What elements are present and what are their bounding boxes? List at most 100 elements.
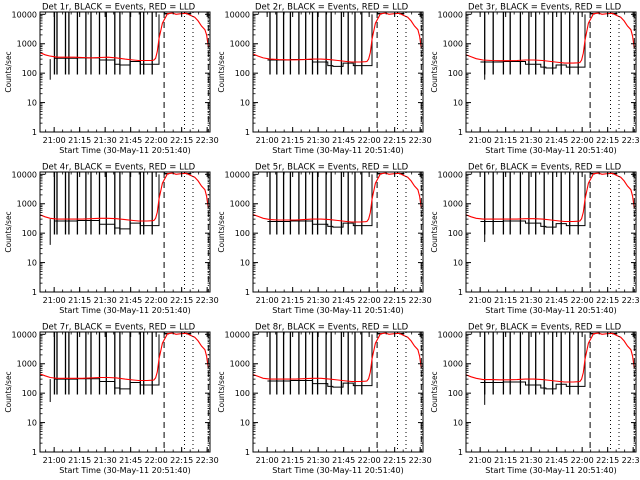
x-tick-label: 21:00 <box>469 456 492 465</box>
y-axis-label: Counts/sec <box>430 371 439 412</box>
detector-panel: 1 10 100 1000 10000 21:00 21:15 21:30 21:45 22:00… <box>430 3 640 156</box>
x-tick-label: 21:45 <box>119 456 142 465</box>
y-tick-label: 100 <box>448 389 463 398</box>
y-axis-label: Counts/sec <box>217 51 226 92</box>
y-tick-label: 1 <box>245 288 250 297</box>
plot-frame <box>39 171 211 293</box>
y-tick-label: 10 <box>240 259 250 268</box>
detector-panel: 1 10 100 1000 10000 21:00 21:15 21:30 21:45 22:00… <box>4 163 219 316</box>
panel-title: Det 3r, BLACK = Events, RED = LLD <box>468 3 622 13</box>
x-tick-label: 21:30 <box>520 456 543 465</box>
x-tick-label: 21:15 <box>494 296 517 305</box>
x-tick-label: 22:15 <box>383 136 406 145</box>
x-tick-label: 22:00 <box>571 296 594 305</box>
panel-title: Det 6r, BLACK = Events, RED = LLD <box>468 163 622 173</box>
y-tick-label: 1000 <box>17 40 37 49</box>
x-tick-label: 21:00 <box>43 136 66 145</box>
y-tick-label: 1 <box>458 448 463 457</box>
panel-title: Det 4r, BLACK = Events, RED = LLD <box>42 163 196 173</box>
y-tick-label: 1 <box>245 448 250 457</box>
y-tick-label: 10000 <box>225 170 250 179</box>
panel-title: Det 2r, BLACK = Events, RED = LLD <box>255 3 409 13</box>
events-series-line <box>480 14 586 69</box>
panel-data-layer <box>466 332 635 452</box>
x-tick-label: 22:00 <box>145 296 168 305</box>
x-tick-label: 22:15 <box>170 136 193 145</box>
y-tick-label: 1 <box>458 288 463 297</box>
x-tick-label: 21:15 <box>68 296 91 305</box>
panel-title: Det 1r, BLACK = Events, RED = LLD <box>42 3 196 13</box>
panel-data-layer <box>466 12 635 132</box>
x-tick-label: 22:30 <box>409 296 432 305</box>
detector-panel: 1 10 100 1000 10000 21:00 21:15 21:30 21:45 22:00… <box>217 323 432 476</box>
x-tick-label: 21:30 <box>307 456 330 465</box>
x-tick-label: 21:00 <box>43 456 66 465</box>
x-tick-label: 22:30 <box>196 296 219 305</box>
y-tick-label: 10000 <box>438 330 463 339</box>
y-tick-label: 1 <box>245 128 250 137</box>
panel-data-layer <box>40 332 209 452</box>
y-tick-label: 100 <box>22 69 37 78</box>
x-tick-label: 21:45 <box>332 456 355 465</box>
y-tick-label: 10 <box>240 99 250 108</box>
x-axis-label: Start Time (30-May-11 20:51:40) <box>485 466 616 475</box>
x-tick-label: 21:30 <box>307 136 330 145</box>
x-tick-label: 21:45 <box>545 136 568 145</box>
x-axis-label: Start Time (30-May-11 20:51:40) <box>272 146 403 155</box>
x-tick-label: 21:30 <box>307 296 330 305</box>
x-tick-label: 21:30 <box>94 296 117 305</box>
plot-frame <box>252 11 424 133</box>
events-series-line <box>267 334 373 388</box>
panel-title: Det 5r, BLACK = Events, RED = LLD <box>255 163 409 173</box>
y-axis-label: Counts/sec <box>4 51 13 92</box>
y-tick-label: 10 <box>453 99 463 108</box>
plot-frame <box>465 11 637 133</box>
x-tick-label: 21:45 <box>545 456 568 465</box>
x-tick-label: 21:45 <box>545 296 568 305</box>
x-tick-label: 22:15 <box>383 296 406 305</box>
y-tick-label: 10 <box>453 259 463 268</box>
x-tick-label: 21:30 <box>520 296 543 305</box>
y-tick-label: 100 <box>448 229 463 238</box>
events-series-line <box>480 174 586 228</box>
panel-title: Det 8r, BLACK = Events, RED = LLD <box>255 323 409 333</box>
x-axis-label: Start Time (30-May-11 20:51:40) <box>59 146 190 155</box>
x-tick-label: 21:00 <box>256 136 279 145</box>
y-tick-label: 10 <box>27 419 37 428</box>
x-tick-label: 22:00 <box>358 136 381 145</box>
detector-panel: 1 10 100 1000 10000 21:00 21:15 21:30 21:45 22:00… <box>4 323 219 476</box>
detector-panel: 1 10 100 1000 10000 21:00 21:15 21:30 21:45 22:00… <box>217 163 432 316</box>
x-tick-label: 22:30 <box>409 136 432 145</box>
y-tick-label: 1000 <box>230 200 250 209</box>
y-tick-label: 100 <box>235 389 250 398</box>
detector-panel: 1 10 100 1000 10000 21:00 21:15 21:30 21:45 22:00… <box>430 323 640 476</box>
x-tick-label: 21:45 <box>119 136 142 145</box>
x-tick-label: 21:15 <box>281 296 304 305</box>
y-tick-label: 1000 <box>17 200 37 209</box>
x-tick-label: 21:30 <box>94 456 117 465</box>
panel-data-layer <box>253 172 422 292</box>
y-tick-label: 1 <box>32 448 37 457</box>
y-axis-label: Counts/sec <box>217 371 226 412</box>
y-axis-label: Counts/sec <box>217 211 226 252</box>
x-tick-label: 22:15 <box>170 296 193 305</box>
x-tick-label: 21:00 <box>256 296 279 305</box>
y-tick-label: 10 <box>240 419 250 428</box>
y-tick-label: 10000 <box>438 10 463 19</box>
y-tick-label: 10 <box>27 259 37 268</box>
x-tick-label: 22:00 <box>358 296 381 305</box>
x-tick-label: 21:30 <box>94 136 117 145</box>
x-tick-label: 22:15 <box>170 456 193 465</box>
x-tick-label: 22:00 <box>571 456 594 465</box>
x-axis-label: Start Time (30-May-11 20:51:40) <box>485 306 616 315</box>
plot-frame <box>465 171 637 293</box>
y-tick-label: 10000 <box>12 170 37 179</box>
x-tick-label: 21:15 <box>281 456 304 465</box>
y-axis-label: Counts/sec <box>430 211 439 252</box>
y-tick-label: 100 <box>22 229 37 238</box>
y-tick-label: 1000 <box>443 200 463 209</box>
x-tick-label: 22:30 <box>196 136 219 145</box>
x-tick-label: 21:45 <box>119 296 142 305</box>
y-tick-label: 1 <box>32 128 37 137</box>
